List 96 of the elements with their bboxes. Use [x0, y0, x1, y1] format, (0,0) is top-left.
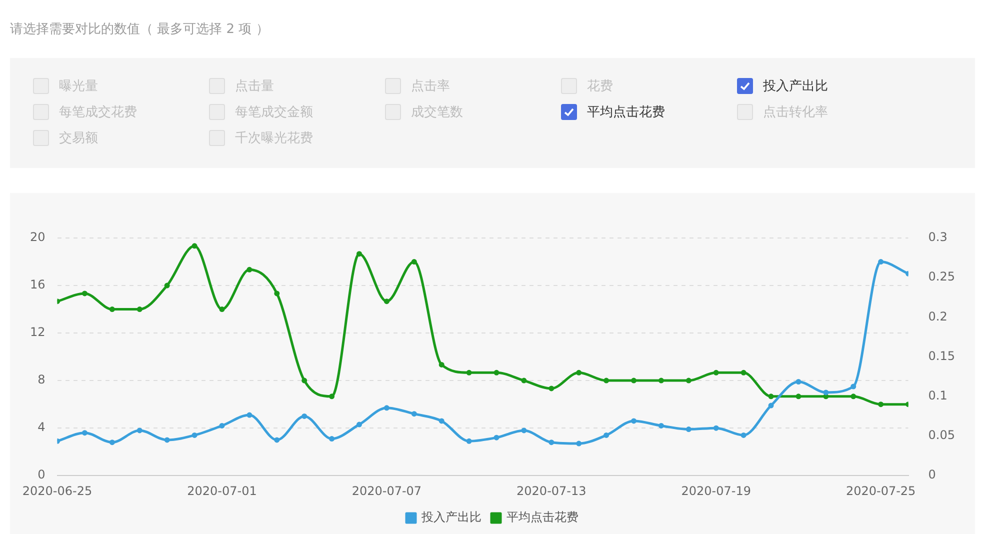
point: [823, 394, 829, 400]
point: [768, 402, 774, 408]
point: [384, 298, 390, 304]
y-tick-label: 16: [30, 278, 46, 292]
point: [548, 386, 554, 392]
text: 千次曝光花费: [235, 130, 313, 147]
point: [548, 440, 554, 446]
point: [740, 370, 746, 376]
point: [576, 440, 582, 446]
point: [411, 411, 417, 417]
y-tick-label: 0: [38, 468, 46, 482]
point: [82, 290, 88, 296]
point: [329, 436, 335, 442]
point: [136, 428, 142, 434]
point: [164, 437, 170, 443]
point: [219, 422, 225, 428]
point: [82, 430, 88, 436]
text: 每笔成交金额: [235, 104, 313, 121]
point: [878, 402, 884, 408]
text: 每笔成交花费: [59, 104, 137, 121]
legend-label: 平均点击花费: [506, 510, 578, 524]
text: 交易额: [59, 130, 98, 147]
point: [302, 413, 308, 419]
y-tick-label: 20: [30, 230, 46, 244]
text: 点击率: [411, 78, 450, 95]
point: [686, 378, 692, 384]
point: [274, 437, 280, 443]
text: 曝光量: [59, 78, 98, 95]
point: [274, 290, 280, 296]
text: 投入产出比: [763, 78, 828, 95]
point: [411, 259, 417, 265]
point: [521, 378, 527, 384]
point: [631, 418, 637, 424]
point: [494, 370, 500, 376]
point: [576, 370, 582, 376]
point: [740, 432, 746, 438]
point: [438, 418, 444, 424]
x-tick-label: 2020-07-19: [681, 484, 751, 498]
y2-tick-label: 0.1: [928, 388, 948, 403]
point: [768, 394, 774, 400]
point: [192, 243, 198, 249]
point: [658, 422, 664, 428]
point: [521, 428, 527, 434]
y2-tick-label: 0.15: [928, 348, 955, 363]
point: [438, 362, 444, 368]
point: [823, 390, 829, 396]
point: [164, 282, 170, 288]
point: [356, 251, 362, 257]
point: [466, 438, 472, 444]
point: [246, 266, 252, 272]
point: [246, 412, 252, 418]
y2-tick-label: 0.2: [928, 309, 948, 324]
point: [494, 434, 500, 440]
x-tick-label: 2020-07-07: [352, 484, 422, 498]
y-tick-label: 12: [30, 325, 46, 340]
text: 点击量: [235, 78, 274, 95]
chart-title: 请选择需要对比的数值（ 最多可选择 2 项 ）: [10, 21, 269, 38]
legend-label: 投入产出比: [420, 510, 482, 524]
point: [604, 378, 610, 384]
text: 点击转化率: [763, 104, 828, 121]
point: [329, 394, 335, 400]
text: 成交笔数: [411, 104, 463, 121]
y2-tick-label: 0.05: [928, 428, 955, 442]
y-tick-label: 8: [38, 372, 46, 387]
point: [850, 384, 856, 390]
point: [796, 379, 802, 384]
point: [384, 405, 390, 411]
point: [850, 394, 856, 400]
point: [631, 378, 637, 384]
point: [356, 422, 362, 428]
x-tick-label: 2020-07-13: [516, 484, 586, 498]
point: [219, 306, 225, 312]
point: [686, 426, 692, 432]
point: [658, 378, 664, 384]
point: [713, 425, 719, 431]
text: 花费: [587, 78, 613, 95]
point: [604, 432, 610, 438]
text: 平均点击花费: [587, 104, 665, 121]
y-tick-label: 4: [38, 420, 46, 434]
point: [192, 432, 198, 438]
point: [796, 394, 802, 400]
point: [878, 259, 884, 265]
y2-tick-label: 0.3: [928, 230, 948, 244]
point: [302, 378, 308, 384]
point: [136, 306, 142, 312]
point: [109, 306, 115, 312]
x-tick-label: 2020-07-25: [846, 484, 916, 498]
y2-tick-label: 0.25: [928, 270, 955, 284]
line-series: [57, 243, 908, 408]
point: [109, 440, 115, 446]
x-tick-label: 2020-06-25: [22, 484, 92, 498]
point: [713, 370, 719, 376]
x-tick-label: 2020-07-01: [187, 484, 257, 498]
y2-tick-label: 0: [928, 468, 936, 482]
point: [466, 370, 472, 376]
line-series: [57, 259, 908, 446]
